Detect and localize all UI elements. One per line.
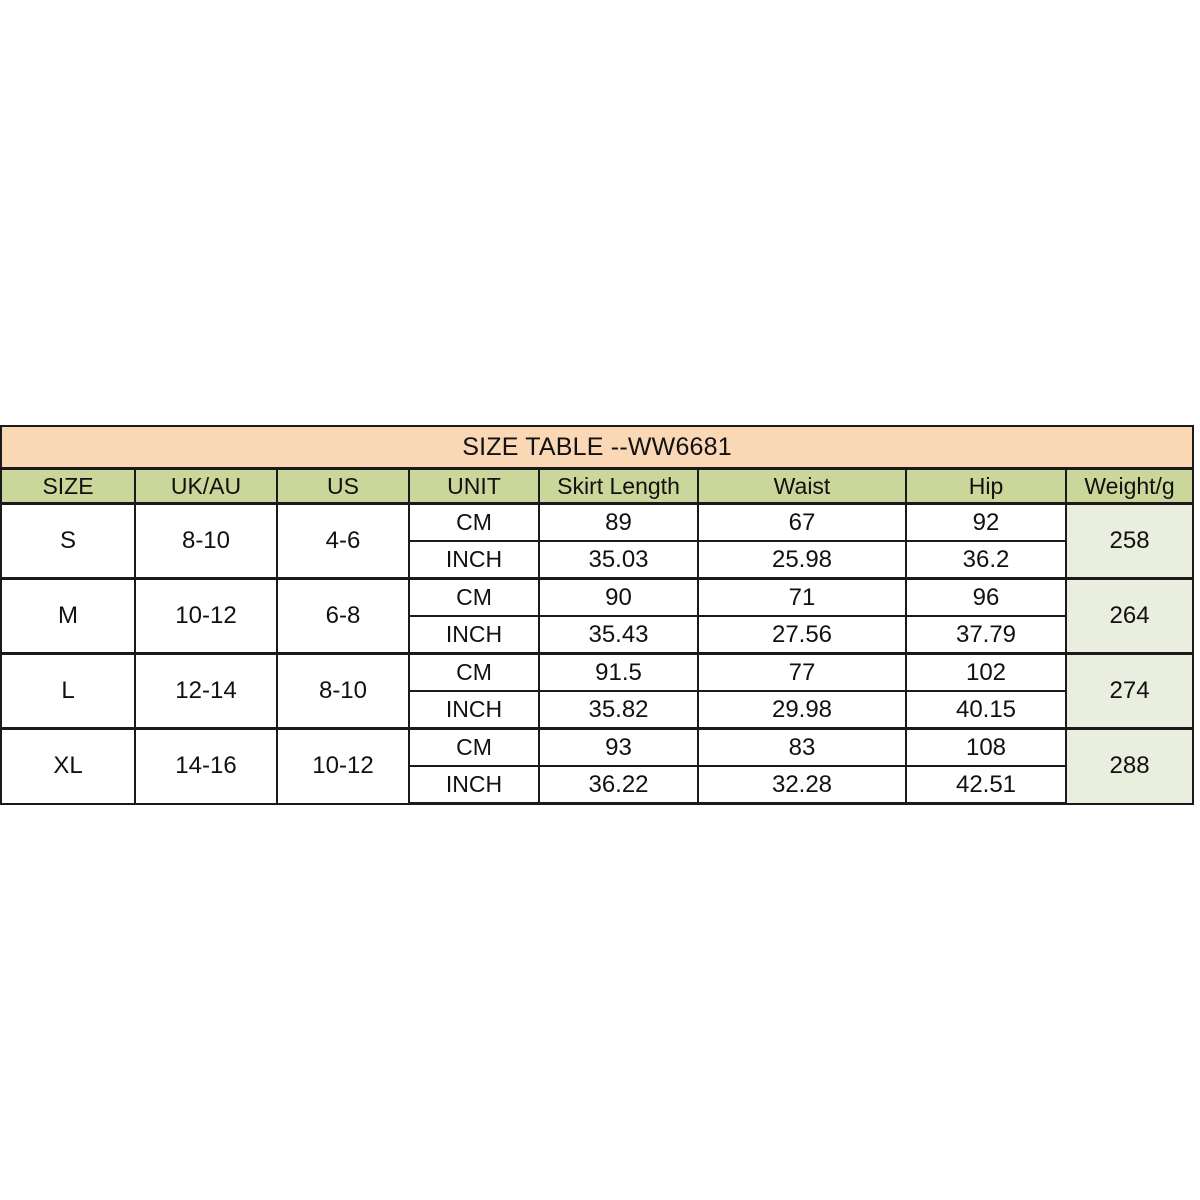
cell-hip-inch: 37.79	[905, 615, 1067, 655]
cell-waist-inch: 25.98	[697, 540, 907, 580]
column-header-hip: Hip	[905, 467, 1067, 505]
cell-size: S	[0, 502, 136, 580]
cell-weight: 258	[1064, 502, 1195, 580]
cell-unit-inch: INCH	[408, 690, 540, 730]
cell-unit-inch: INCH	[408, 540, 540, 580]
cell-unit-inch: INCH	[408, 615, 540, 655]
cell-skirt-length-inch: 35.43	[538, 615, 699, 655]
cell-hip-cm: 102	[905, 652, 1067, 692]
cell-weight: 288	[1064, 727, 1195, 805]
cell-uk-au: 12-14	[134, 652, 278, 730]
table-title: SIZE TABLE --WW6681	[0, 425, 1195, 470]
cell-unit-cm: CM	[408, 652, 540, 692]
column-header-skirt-length: Skirt Length	[538, 467, 699, 505]
cell-unit-cm: CM	[408, 502, 540, 542]
table-row: S 8-10 4-6 CM 89 67 92 258	[0, 502, 1195, 580]
cell-uk-au: 10-12	[134, 577, 278, 655]
cell-skirt-length-inch: 36.22	[538, 765, 699, 805]
cell-waist-cm: 67	[697, 502, 907, 542]
cell-skirt-length-inch: 35.82	[538, 690, 699, 730]
cell-hip-inch: 40.15	[905, 690, 1067, 730]
cell-size: XL	[0, 727, 136, 805]
table-row: XL 14-16 10-12 CM 93 83 108 288	[0, 727, 1195, 805]
cell-waist-cm: 71	[697, 577, 907, 617]
column-header-weight: Weight/g	[1064, 467, 1195, 505]
cell-waist-cm: 77	[697, 652, 907, 692]
cell-weight: 274	[1064, 652, 1195, 730]
cell-us: 10-12	[276, 727, 410, 805]
cell-hip-cm: 108	[905, 727, 1067, 767]
table-header-row: SIZE UK/AU US UNIT Skirt Length Waist Hi…	[0, 467, 1195, 505]
cell-skirt-length-cm: 89	[538, 502, 699, 542]
cell-hip-inch: 42.51	[905, 765, 1067, 805]
size-table-container: SIZE TABLE --WW6681 SIZE UK/AU US UNIT S…	[0, 425, 1195, 805]
cell-unit-cm: CM	[408, 577, 540, 617]
cell-waist-cm: 83	[697, 727, 907, 767]
cell-weight: 264	[1064, 577, 1195, 655]
column-header-uk-au: UK/AU	[134, 467, 278, 505]
column-header-us: US	[276, 467, 410, 505]
table-body: S 8-10 4-6 CM 89 67 92 258 INCH 35.03 25…	[0, 502, 1195, 805]
size-chart-table: SIZE TABLE --WW6681 SIZE UK/AU US UNIT S…	[0, 425, 1195, 805]
cell-waist-inch: 27.56	[697, 615, 907, 655]
table-row: INCH 36.22 32.28 42.51	[1, 765, 1193, 805]
cell-unit-cm: CM	[408, 727, 540, 767]
cell-size: L	[0, 652, 136, 730]
cell-hip-cm: 96	[905, 577, 1067, 617]
cell-hip-cm: 92	[905, 502, 1067, 542]
table-row: INCH 35.03 25.98 36.2	[1, 540, 1193, 580]
cell-skirt-length-cm: 93	[538, 727, 699, 767]
cell-us: 6-8	[276, 577, 410, 655]
cell-skirt-length-inch: 35.03	[538, 540, 699, 580]
column-header-waist: Waist	[697, 467, 907, 505]
cell-hip-inch: 36.2	[905, 540, 1067, 580]
cell-us: 8-10	[276, 652, 410, 730]
column-header-size: SIZE	[0, 467, 136, 505]
table-title-row: SIZE TABLE --WW6681	[0, 425, 1195, 470]
column-header-unit: UNIT	[408, 467, 540, 505]
cell-unit-inch: INCH	[408, 765, 540, 805]
cell-size: M	[0, 577, 136, 655]
table-row: INCH 35.82 29.98 40.15	[1, 690, 1193, 730]
table-row: INCH 35.43 27.56 37.79	[1, 615, 1193, 655]
cell-skirt-length-cm: 90	[538, 577, 699, 617]
cell-uk-au: 8-10	[134, 502, 278, 580]
table-row: M 10-12 6-8 CM 90 71 96 264	[0, 577, 1195, 655]
table-row: L 12-14 8-10 CM 91.5 77 102 274	[0, 652, 1195, 730]
cell-waist-inch: 29.98	[697, 690, 907, 730]
cell-waist-inch: 32.28	[697, 765, 907, 805]
cell-skirt-length-cm: 91.5	[538, 652, 699, 692]
cell-uk-au: 14-16	[134, 727, 278, 805]
cell-us: 4-6	[276, 502, 410, 580]
